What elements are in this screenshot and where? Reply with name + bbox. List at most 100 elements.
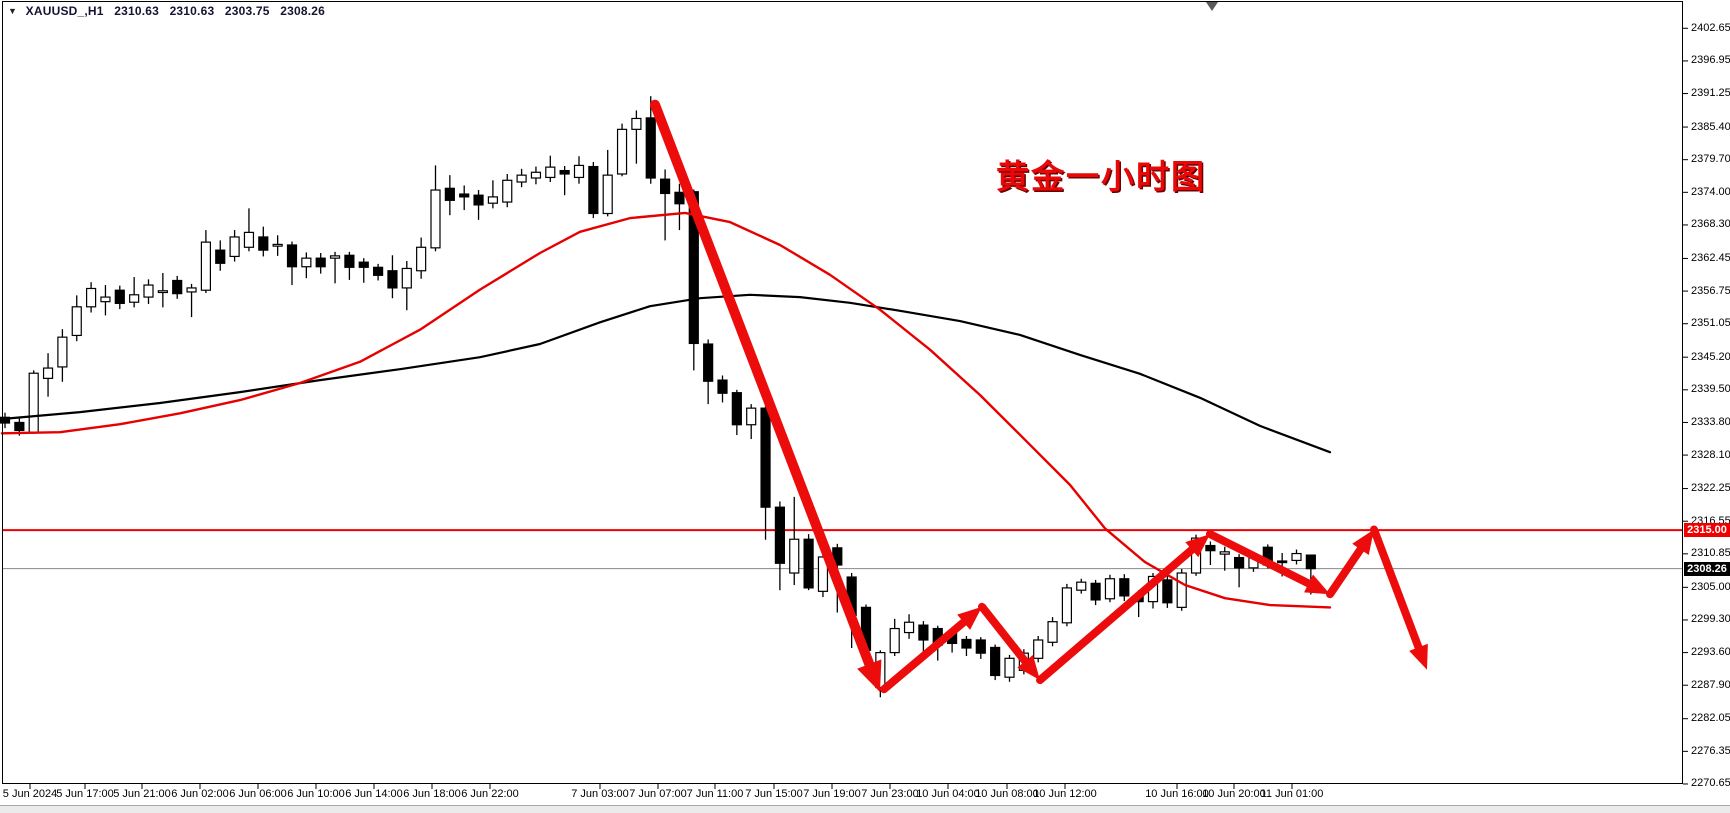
time-axis-label: 5 Jun 21:00: [113, 788, 171, 800]
trend-arrow-segment-4: [1206, 530, 1323, 593]
candle-body: [990, 646, 1001, 677]
candle-body: [903, 621, 915, 634]
candle-body: [14, 421, 25, 432]
candle-body: [1291, 552, 1302, 562]
candle-body: [28, 372, 39, 433]
time-axis-label: 6 Jun 14:00: [345, 788, 403, 800]
price-axis-label: 2293.60: [1691, 646, 1730, 659]
time-axis-label: 6 Jun 02:00: [171, 788, 229, 800]
candle-body: [1104, 578, 1116, 600]
candle-body: [530, 171, 542, 179]
trend-arrow-segment-6: [1370, 525, 1427, 662]
time-axis-label: 10 Jun 12:00: [1033, 788, 1097, 800]
candle-body: [961, 638, 972, 649]
candle-body: [1162, 579, 1173, 604]
collapse-triangle-icon[interactable]: ▼: [8, 6, 18, 16]
trend-arrow-segment-2: [978, 602, 1036, 674]
candle-body: [645, 117, 656, 179]
candle-body: [315, 257, 326, 268]
time-axis-label: 7 Jun 11:00: [686, 788, 744, 800]
time-axis-label: 7 Jun 23:00: [861, 788, 919, 800]
time-axis-label: 11 Jun 01:00: [1260, 788, 1324, 800]
trend-arrowhead-5: [1352, 529, 1374, 555]
level-lines: [2, 529, 1683, 570]
price-axis-label: 2333.80: [1691, 415, 1730, 428]
candle-body: [545, 166, 556, 179]
candle-body: [688, 191, 699, 345]
candle-body: [329, 255, 341, 259]
price-axis-label: 2351.05: [1691, 317, 1730, 330]
candle-body: [731, 392, 742, 426]
candle-body: [358, 261, 369, 268]
candle-body: [774, 506, 786, 564]
trend-arrow-segment-0: [650, 99, 880, 682]
time-axis-label: 5 Jun 2024: [2, 788, 58, 800]
trend-arrows: [650, 99, 1428, 694]
price-axis-label: 2299.30: [1691, 613, 1730, 626]
trend-arrowhead-6: [1409, 643, 1428, 670]
candle-body: [631, 117, 642, 130]
price-axis-label: 2339.50: [1691, 383, 1730, 396]
candle-body: [1233, 556, 1245, 569]
candle-body: [301, 257, 312, 268]
ma-red-line: [0, 211, 1332, 609]
price-axis-label: 2374.00: [1691, 185, 1730, 198]
ohlc-high: 2310.63: [169, 4, 215, 18]
time-axis-label: 10 Jun 20:00: [1202, 788, 1266, 800]
price-axis-label: 2270.65: [1691, 777, 1730, 790]
candle-body: [416, 246, 427, 272]
candle-body: [258, 236, 269, 251]
trend-arrow-segment-3: [1036, 538, 1204, 685]
candle-body: [85, 287, 97, 308]
candle-body: [1219, 551, 1230, 555]
trend-arrowhead-4: [1304, 574, 1330, 595]
ohlc-open: 2310.63: [114, 4, 160, 18]
chart-annotation-text: 黄金一小时图: [996, 157, 1206, 196]
trend-arrow-segment-1: [880, 611, 976, 694]
bid-price-label: 2308.26: [1684, 561, 1730, 576]
candle-body: [71, 306, 82, 337]
price-axis-label: 2368.30: [1691, 218, 1730, 231]
candle-body: [889, 627, 900, 654]
price-axis-label: 2287.90: [1691, 678, 1730, 691]
time-axis-label: 7 Jun 07:00: [629, 788, 687, 800]
candle-body: [602, 174, 613, 215]
candle-body: [975, 639, 986, 654]
candle-body: [760, 407, 771, 508]
price-axis-label: 2379.70: [1691, 153, 1730, 166]
candle-body: [1061, 587, 1073, 624]
time-axis-label: 6 Jun 22:00: [461, 788, 519, 800]
trend-arrowhead-1: [957, 606, 982, 630]
candle-body: [1090, 582, 1101, 601]
time-axis-label: 10 Jun 04:00: [916, 788, 980, 800]
time-axis-label: 7 Jun 15:00: [745, 788, 803, 800]
price-axis-label: 2345.20: [1691, 350, 1730, 363]
chart-shift-marker-icon[interactable]: [1206, 2, 1218, 11]
candle-body: [502, 179, 513, 203]
candle-body: [1076, 581, 1087, 591]
trend-arrow-segment-5: [1326, 536, 1371, 599]
candle-body: [186, 287, 197, 293]
time-axis-label: 7 Jun 19:00: [803, 788, 861, 800]
candle-body: [803, 538, 814, 589]
candle-body: [918, 624, 929, 641]
candle-body: [487, 196, 498, 204]
candle-body: [1033, 639, 1044, 659]
candle-body: [1176, 572, 1187, 608]
candle-body: [459, 193, 470, 198]
candle-body: [703, 343, 714, 382]
ma-black-line: [0, 293, 1332, 454]
candle-body: [0, 416, 11, 424]
candle-body: [42, 367, 54, 379]
price-axis-label: 2362.45: [1691, 251, 1730, 264]
candle-body: [616, 128, 628, 175]
window-divider: [0, 805, 1730, 806]
price-axis-label: 2356.75: [1691, 284, 1730, 297]
ohlc-low: 2303.75: [224, 4, 270, 18]
candle-body: [444, 187, 455, 201]
price-axis-label: 2276.35: [1691, 744, 1730, 757]
price-axis-label: 2305.00: [1691, 580, 1730, 593]
trend-arrowhead-0: [857, 659, 882, 693]
